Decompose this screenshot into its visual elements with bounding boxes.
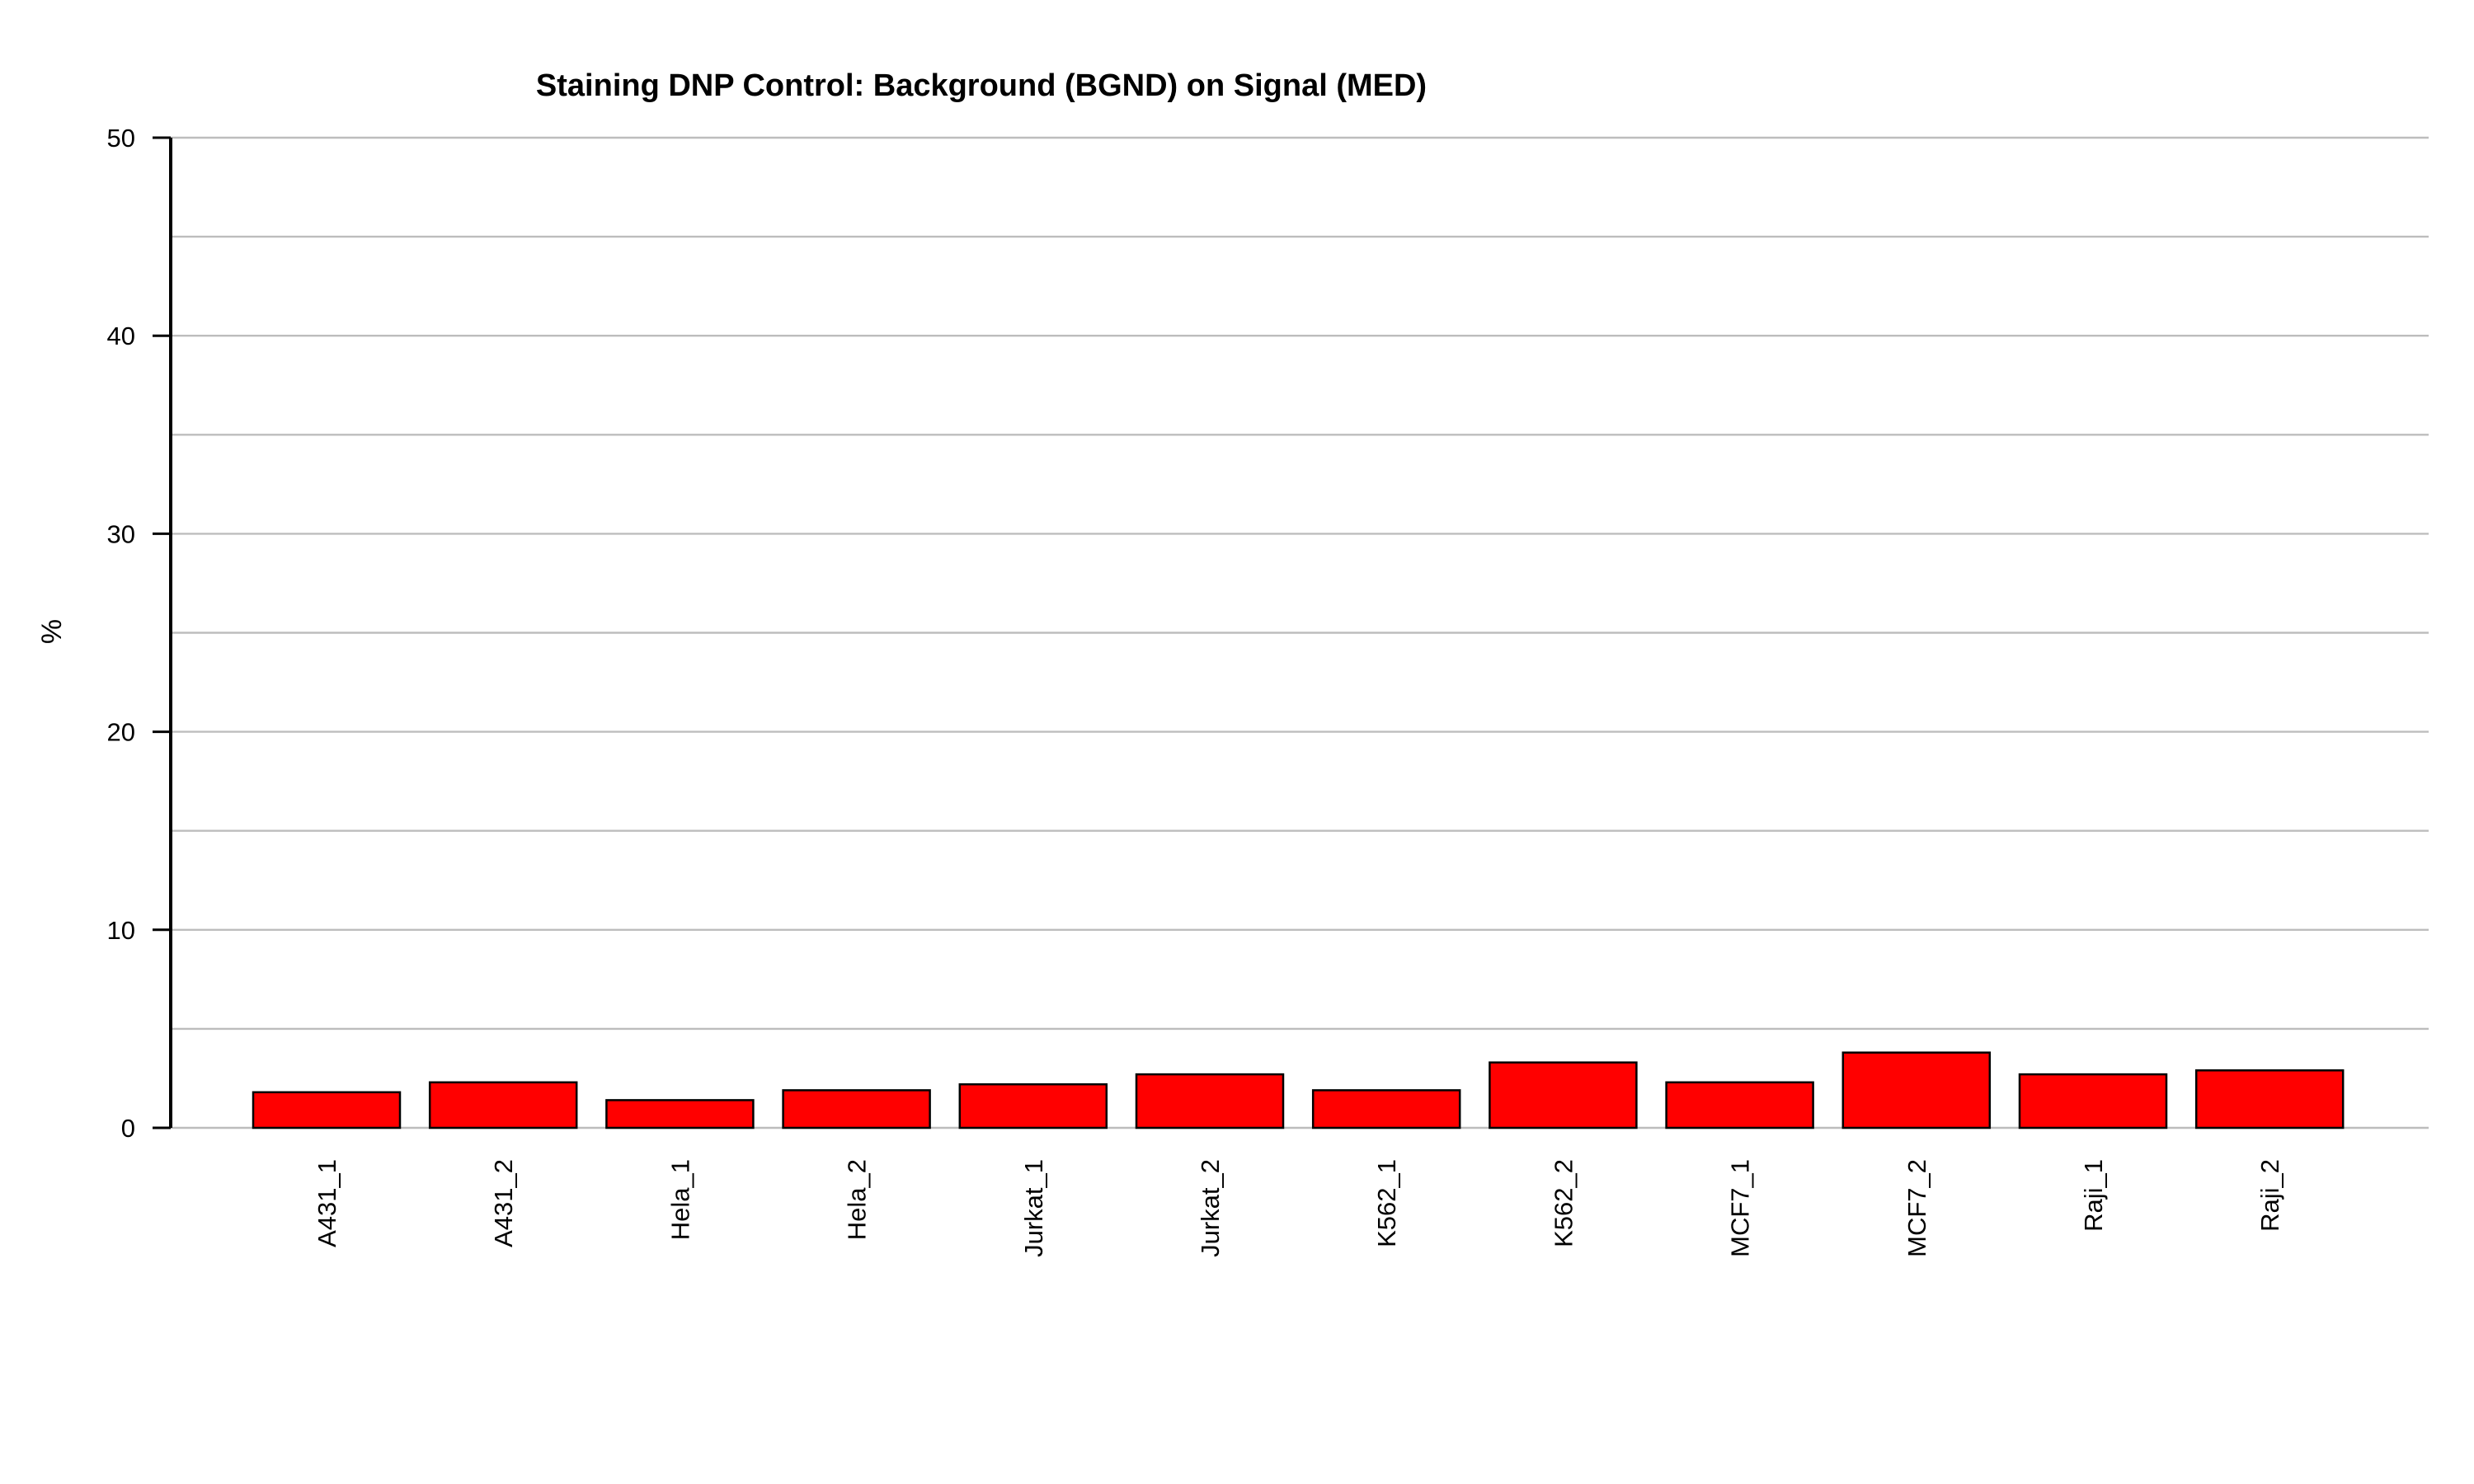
x-tick-label: Hela_1 (666, 1159, 694, 1240)
gridlines (171, 136, 2429, 1129)
bar (1135, 1073, 1285, 1129)
bar (1489, 1061, 1638, 1129)
x-tick-label: A431_1 (313, 1159, 341, 1247)
y-tick-label: 30 (107, 519, 135, 548)
bar (1311, 1089, 1461, 1129)
y-tick-label: 0 (121, 1114, 135, 1143)
bar (958, 1082, 1108, 1129)
x-tick-label: A431_2 (489, 1159, 518, 1247)
y-tick-label: 20 (107, 718, 135, 747)
x-tick-label: K562_1 (1372, 1159, 1401, 1247)
bar (2194, 1069, 2345, 1129)
x-tick-label: K562_2 (1549, 1159, 1578, 1247)
x-tick-label: MCF7_2 (1903, 1159, 1931, 1257)
bar (605, 1099, 755, 1129)
y-axis-label: % (36, 619, 68, 644)
bars (252, 1051, 2345, 1129)
bar (252, 1091, 402, 1129)
x-tick-label: Hela_2 (843, 1159, 872, 1240)
bar (782, 1089, 931, 1129)
bar (1665, 1081, 1814, 1129)
y-tick-labels: 0 10 20 30 40 50 (107, 124, 135, 1143)
bar (1841, 1051, 1992, 1129)
x-tick-label: Jurkat_2 (1196, 1159, 1225, 1257)
bar (2018, 1073, 2168, 1129)
x-tick-label: Jurkat_1 (1019, 1159, 1048, 1257)
x-tick-labels: A431_1 A431_2 Hela_1 Hela_2 Jurkat_1 Jurkat_2… (313, 1159, 2284, 1257)
y-tick-label: 40 (107, 322, 135, 350)
chart-title: Staining DNP Control: Background (BGND) … (536, 68, 1427, 103)
x-tick-label: MCF7_1 (1726, 1159, 1755, 1257)
y-axis (153, 136, 172, 1129)
bar (428, 1081, 578, 1129)
x-tick-label: Raji_2 (2255, 1159, 2284, 1232)
x-tick-label: Raji_1 (2079, 1159, 2108, 1232)
y-tick-label: 10 (107, 916, 135, 945)
y-tick-label: 50 (107, 124, 135, 153)
